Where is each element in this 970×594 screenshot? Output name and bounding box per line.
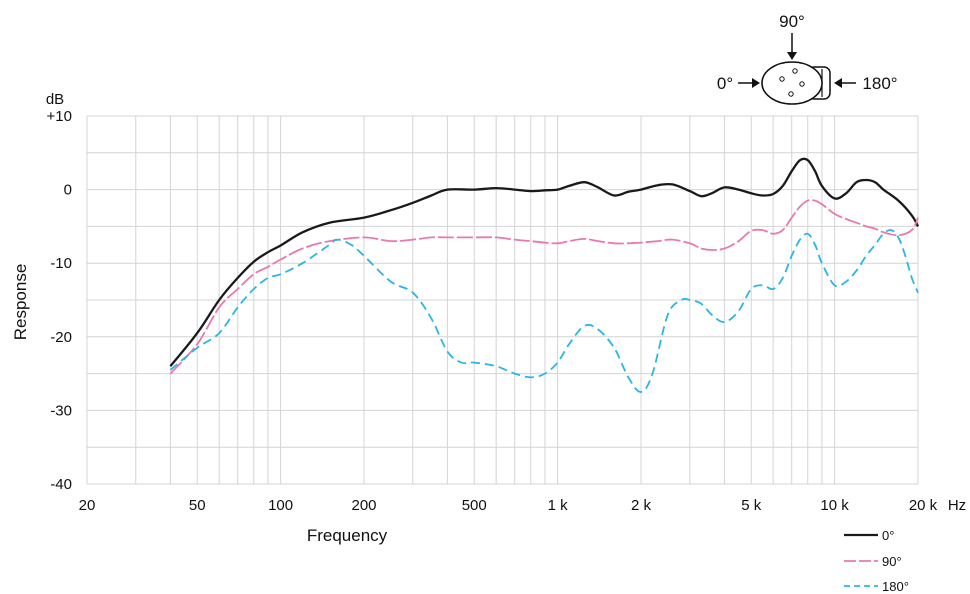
y-tick-label: -30 <box>50 402 72 419</box>
label-180-degree: 180° <box>862 74 897 93</box>
x-tick-label: 5 k <box>741 497 762 514</box>
series-layer <box>169 157 920 393</box>
y-tick-label: -10 <box>50 255 72 272</box>
x-tick-label: 100 <box>268 497 293 514</box>
arrow-0-degree <box>738 78 760 88</box>
series-line-3 <box>169 229 919 393</box>
x-tick-label: 10 k <box>820 497 849 514</box>
y-tick-label: +10 <box>47 108 72 125</box>
y-axis: +10 0 -10 -20 -30 -40 <box>47 108 72 493</box>
legend: 0° 90° 180° <box>844 528 909 594</box>
series-line-1 <box>169 157 920 367</box>
label-90-degree: 90° <box>779 12 805 31</box>
x-axis: 20 50 100 200 500 1 k 2 k 5 k 10 k 20 k <box>79 497 938 514</box>
grid <box>86 115 919 485</box>
label-0-degree: 0° <box>717 74 733 93</box>
x-unit-label: Hz <box>948 497 966 514</box>
legend-label: 180° <box>882 579 909 594</box>
x-tick-label: 2 k <box>631 497 652 514</box>
y-tick-label: -40 <box>50 476 72 493</box>
x-axis-title: Frequency <box>307 526 388 545</box>
x-tick-label: 20 <box>79 497 96 514</box>
x-tick-label: 200 <box>351 497 376 514</box>
microphone-orientation-diagram: 90° 0° 180° <box>717 12 898 105</box>
y-tick-label: 0 <box>64 182 72 199</box>
arrow-90-degree <box>787 33 797 60</box>
x-tick-label: 500 <box>462 497 487 514</box>
y-axis-title: Response <box>11 264 30 341</box>
legend-label: 0° <box>882 528 894 543</box>
arrow-180-degree <box>834 78 856 88</box>
legend-label: 90° <box>882 554 902 569</box>
x-tick-label: 20 k <box>909 497 938 514</box>
y-tick-label: -20 <box>50 329 72 346</box>
x-tick-label: 50 <box>189 497 206 514</box>
x-tick-label: 1 k <box>548 497 569 514</box>
y-unit-label: dB <box>46 91 64 108</box>
microphone-icon <box>761 61 831 105</box>
